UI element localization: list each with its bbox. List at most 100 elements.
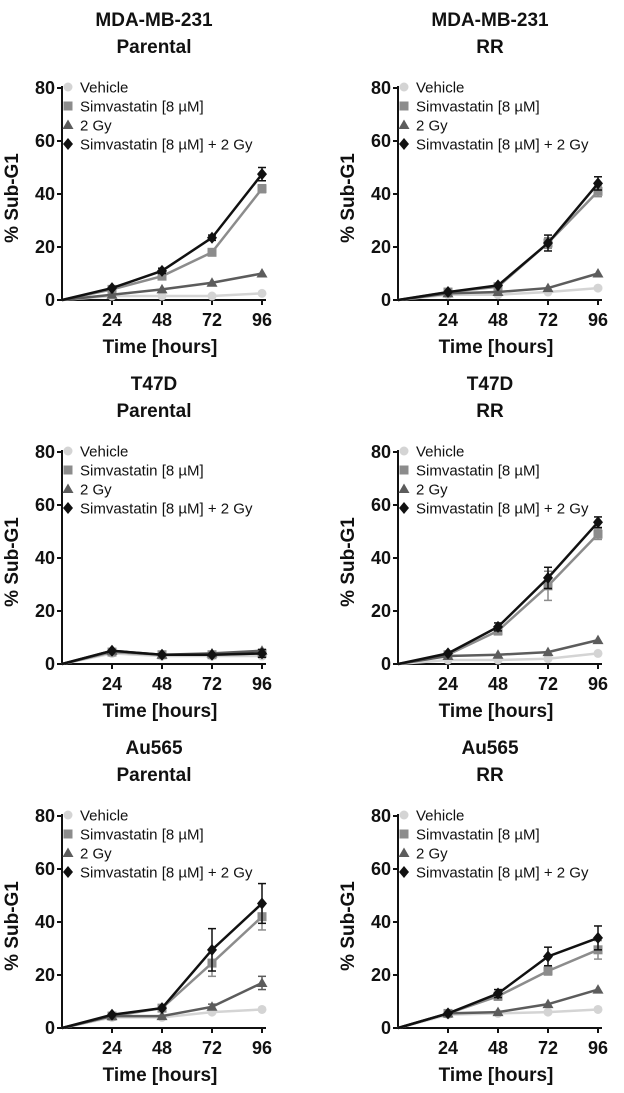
legend-entry: Simvastatin [8 µM] [416, 99, 540, 116]
data-point [592, 634, 604, 645]
data-point [542, 282, 554, 293]
data-point [256, 977, 268, 987]
data-point [493, 987, 503, 1000]
data-point [593, 529, 603, 539]
data-point [157, 1002, 167, 1015]
x-tick-label: 48 [152, 674, 172, 694]
data-point [543, 571, 553, 584]
data-point [107, 1008, 117, 1021]
legend-entry: Vehicle [80, 444, 128, 461]
data-point [157, 264, 167, 277]
data-point [443, 647, 453, 660]
chart-title: T47D [467, 374, 513, 395]
data-point [593, 283, 603, 293]
data-point [207, 231, 217, 244]
legend-marker [399, 101, 409, 111]
x-tick-label: 48 [488, 310, 508, 330]
x-axis-label: Time [hours] [103, 1065, 218, 1086]
legend-marker [399, 810, 409, 820]
chart-title: Au565 [461, 738, 518, 759]
data-point [592, 268, 604, 278]
y-tick-label: 60 [35, 495, 55, 515]
data-point [443, 1007, 453, 1020]
legend-entry: Vehicle [416, 80, 464, 97]
x-axis-label: Time [hours] [103, 337, 218, 358]
data-point [257, 168, 267, 181]
data-point [592, 984, 604, 994]
x-tick-label: 24 [102, 674, 122, 694]
y-tick-label: 40 [371, 548, 391, 568]
data-point [593, 931, 603, 944]
data-point [493, 279, 503, 292]
x-tick-label: 72 [538, 674, 558, 694]
x-tick-label: 24 [438, 674, 458, 694]
legend-marker [399, 138, 409, 150]
chart-panel: MDA-MB-231 RR 0 20 40 60 80 24 48 72 96 Time [hours… [338, 10, 608, 358]
data-point [542, 998, 554, 1009]
x-tick-label: 96 [252, 310, 272, 330]
chart-title: MDA-MB-231 [95, 10, 213, 31]
legend-entry: Vehicle [416, 808, 464, 825]
legend-entry: Vehicle [80, 80, 128, 97]
legend-entry: 2 Gy [416, 118, 448, 135]
y-tick-label: 60 [35, 131, 55, 151]
y-tick-label: 0 [45, 654, 55, 674]
x-tick-label: 48 [152, 1038, 172, 1058]
data-point [206, 1001, 218, 1011]
legend-marker [63, 829, 73, 839]
chart-subtitle: Parental [117, 765, 192, 786]
series-line [397, 521, 599, 666]
y-tick-label: 20 [35, 237, 55, 257]
legend-marker [63, 82, 73, 92]
y-tick-label: 20 [371, 601, 391, 621]
data-point [207, 247, 217, 257]
data-point [156, 1010, 168, 1021]
data-point [443, 286, 453, 299]
data-point [207, 291, 217, 301]
y-tick-label: 60 [371, 859, 391, 879]
data-point [593, 1004, 603, 1014]
x-axis-label: Time [hours] [439, 1065, 554, 1086]
x-tick-label: 24 [438, 1038, 458, 1058]
x-tick-label: 72 [202, 1038, 222, 1058]
data-point [492, 649, 504, 659]
x-tick-label: 72 [538, 1038, 558, 1058]
data-point [206, 277, 218, 287]
x-tick-label: 48 [488, 1038, 508, 1058]
y-tick-label: 80 [35, 78, 55, 98]
x-tick-label: 96 [588, 1038, 608, 1058]
x-tick-label: 96 [252, 674, 272, 694]
legend-marker [62, 847, 74, 857]
y-axis-label: % Sub-G1 [338, 153, 359, 243]
y-tick-label: 60 [371, 495, 391, 515]
y-tick-label: 40 [35, 912, 55, 932]
chart-title: Au565 [125, 738, 182, 759]
x-tick-label: 72 [202, 310, 222, 330]
data-point [107, 282, 117, 295]
y-axis-label: % Sub-G1 [2, 153, 23, 243]
chart-panel: Au565 RR 0 20 40 60 80 24 48 72 96 Time [hours] % Su… [338, 738, 608, 1086]
legend-marker [63, 465, 73, 475]
x-tick-label: 24 [102, 310, 122, 330]
legend-marker [399, 502, 409, 514]
legend-marker [398, 483, 410, 493]
legend-marker [63, 502, 73, 514]
chart-panel: Au565 Parental 0 20 40 60 80 24 48 72 96 Time [hour… [2, 738, 272, 1086]
data-point [493, 620, 503, 633]
y-tick-label: 80 [371, 442, 391, 462]
legend-entry: Simvastatin [8 µM] [80, 463, 204, 480]
x-tick-label: 48 [488, 674, 508, 694]
legend-marker [63, 810, 73, 820]
legend-marker [399, 829, 409, 839]
legend-entry: Simvastatin [8 µM] + 2 Gy [416, 865, 589, 882]
legend-marker [63, 101, 73, 111]
chart-title: MDA-MB-231 [431, 10, 549, 31]
legend-entry: Simvastatin [8 µM] + 2 Gy [80, 501, 253, 518]
data-point [207, 943, 217, 956]
legend-entry: 2 Gy [80, 846, 112, 863]
data-point [157, 648, 167, 661]
data-point [593, 186, 603, 196]
data-point [257, 647, 267, 660]
legend-entry: Simvastatin [8 µM] [416, 827, 540, 844]
legend-entry: 2 Gy [416, 482, 448, 499]
